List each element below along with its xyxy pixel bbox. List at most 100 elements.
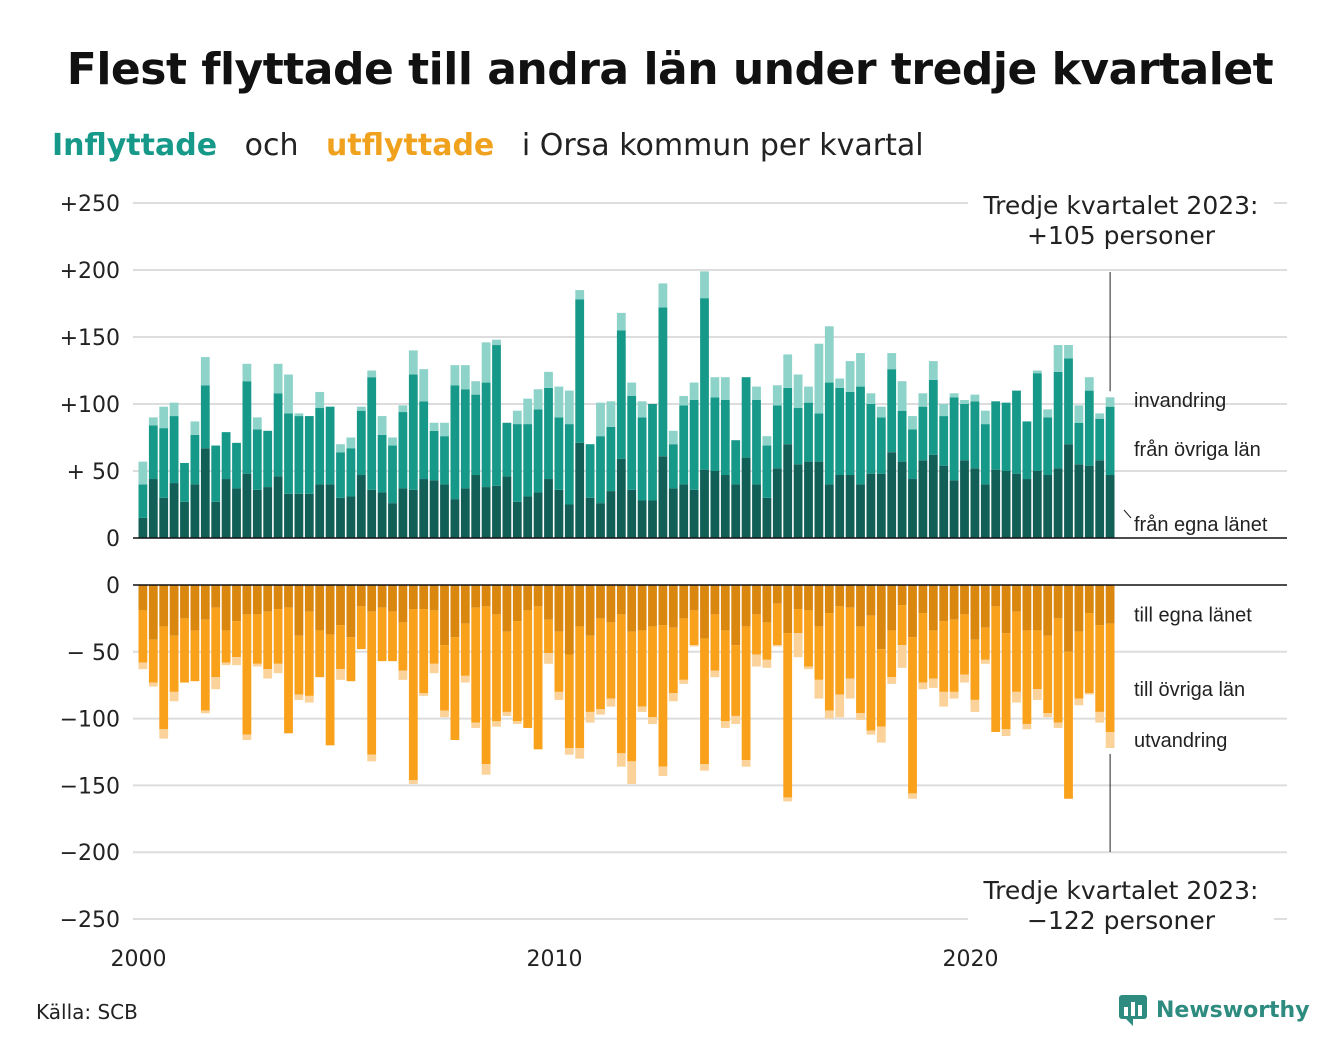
bar-inflow-other <box>211 445 221 502</box>
bar-outflow-abroad <box>731 715 741 724</box>
bar-inflow-abroad <box>1053 345 1063 372</box>
bar-inflow-other <box>325 406 335 485</box>
bar-outflow-other <box>741 626 751 761</box>
bar-outflow-other <box>398 622 408 671</box>
bar-inflow-own <box>648 500 657 538</box>
bar-inflow-own <box>949 480 959 538</box>
bar-inflow-abroad <box>866 393 876 404</box>
bar-outflow-abroad <box>1105 731 1115 748</box>
bar-inflow-other <box>1064 358 1073 445</box>
top-annotation-line1: Tredje kvartalet 2023: <box>983 191 1259 220</box>
bar-inflow-abroad <box>627 382 637 396</box>
bar-outflow-own <box>440 585 449 646</box>
bar-inflow-own <box>991 469 1001 538</box>
bar-outflow-own <box>845 585 855 608</box>
bar-inflow-other <box>658 307 668 457</box>
bar-outflow-other <box>658 625 668 767</box>
bar-inflow-other <box>980 424 990 485</box>
bar-inflow-abroad <box>440 422 449 437</box>
x-tick-label: 2020 <box>943 947 999 972</box>
bar-inflow-other <box>273 393 283 477</box>
bar-outflow-own <box>700 585 709 639</box>
bar-inflow-other <box>544 387 553 480</box>
bar-outflow-own <box>928 585 938 631</box>
bars <box>138 271 1115 802</box>
bar-inflow-other <box>845 391 855 476</box>
y-tick-label-bottom: − 50 <box>67 641 120 666</box>
bar-outflow-abroad <box>211 677 221 690</box>
bar-outflow-own <box>689 585 699 611</box>
bar-outflow-own <box>408 585 418 610</box>
bar-outflow-other <box>1064 651 1073 799</box>
bar-outflow-abroad <box>159 729 169 739</box>
y-tick-label-bottom: −150 <box>60 774 120 799</box>
bar-outflow-own <box>804 585 813 611</box>
bar-inflow-abroad <box>1064 345 1073 359</box>
bar-outflow-abroad <box>949 691 959 699</box>
bar-inflow-other <box>700 298 709 470</box>
bar-inflow-own <box>533 492 543 538</box>
bar-outflow-other <box>824 613 834 711</box>
bar-inflow-own <box>564 504 574 538</box>
y-tick-label-top: +200 <box>60 259 120 284</box>
bar-inflow-other <box>221 432 231 480</box>
bar-outflow-own <box>512 585 522 622</box>
y-tick-label-top: +250 <box>60 192 120 217</box>
bar-outflow-own <box>876 585 886 650</box>
bar-inflow-other <box>991 401 1001 470</box>
bar-outflow-abroad <box>575 747 585 759</box>
bar-inflow-own <box>429 480 439 538</box>
bar-outflow-other <box>928 630 938 679</box>
bar-outflow-other <box>866 615 876 731</box>
bar-inflow-other <box>564 424 574 505</box>
bar-outflow-abroad <box>752 654 761 667</box>
bar-inflow-own <box>450 499 460 538</box>
bar-inflow-own <box>377 492 387 538</box>
series-label-out-other: till övriga län <box>1134 679 1245 701</box>
bar-inflow-other <box>866 404 876 474</box>
bar-inflow-abroad <box>138 461 148 485</box>
bottom-annotation-bg <box>968 874 1274 936</box>
axes: +250 +200 +150 +100 + 50 0 0 − 50 −100 −150 −200 −2… <box>60 192 1287 972</box>
bar-inflow-own <box>752 484 761 538</box>
bar-outflow-own <box>564 585 574 655</box>
bar-inflow-abroad <box>606 401 616 427</box>
bar-outflow-other <box>284 607 293 734</box>
subtitle-rest: i Orsa kommun per kvartal <box>521 128 924 163</box>
bar-outflow-other <box>471 607 481 723</box>
bar-inflow-other <box>908 429 917 480</box>
bar-inflow-abroad <box>616 312 626 331</box>
bar-outflow-own <box>419 585 429 610</box>
bar-outflow-other <box>356 606 366 650</box>
newsworthy-logo[interactable]: Newsworthy <box>1118 994 1310 1026</box>
bar-outflow-abroad <box>336 669 345 680</box>
bar-inflow-own <box>1043 475 1053 538</box>
bar-outflow-own <box>637 585 647 631</box>
bar-inflow-other <box>190 434 200 485</box>
bar-inflow-own <box>1032 471 1042 538</box>
bar-outflow-other <box>138 610 148 663</box>
bar-inflow-own <box>637 500 647 538</box>
bar-inflow-other <box>356 410 366 476</box>
bar-inflow-own <box>169 483 179 538</box>
bar-outflow-other <box>377 607 387 662</box>
bar-outflow-own <box>658 585 668 626</box>
bar-outflow-own <box>1043 585 1053 636</box>
bar-inflow-abroad <box>346 437 356 449</box>
bar-outflow-own <box>970 585 980 640</box>
bar-inflow-abroad <box>887 353 897 370</box>
bar-inflow-own <box>866 473 876 538</box>
bar-inflow-abroad <box>554 386 564 418</box>
bar-inflow-own <box>585 497 595 538</box>
bar-inflow-own <box>689 489 699 538</box>
bar-inflow-abroad <box>637 401 647 418</box>
bar-outflow-own <box>606 585 616 623</box>
series-labels: invandring från övriga län från egna länet… <box>1123 390 1268 752</box>
bar-outflow-other <box>1074 631 1084 699</box>
bar-outflow-own <box>492 585 501 615</box>
bar-inflow-other <box>315 408 325 485</box>
bar-inflow-own <box>700 469 709 538</box>
bar-inflow-own <box>544 479 553 538</box>
bar-outflow-abroad <box>460 675 470 683</box>
bar-inflow-abroad <box>388 437 397 446</box>
